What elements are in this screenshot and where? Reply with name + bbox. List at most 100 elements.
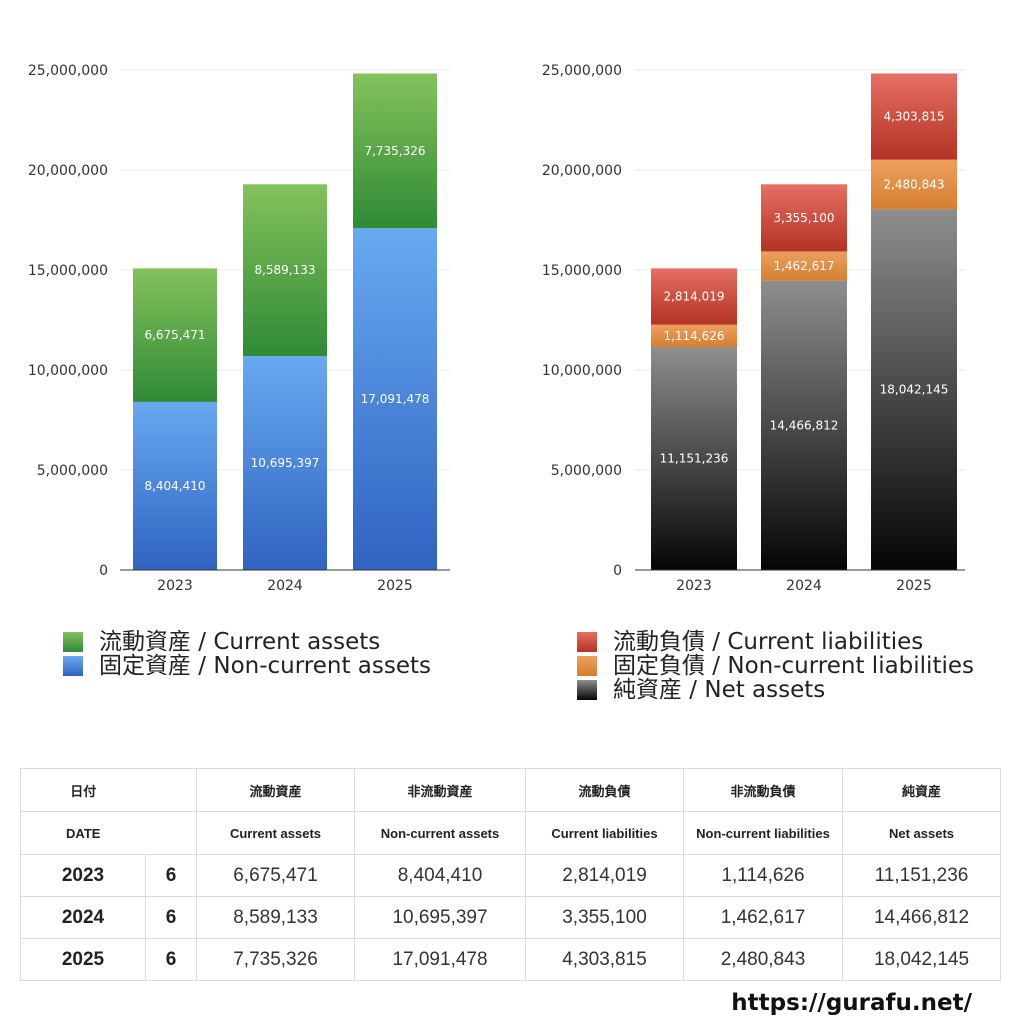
header-date-en: DATE (20, 811, 146, 855)
legend-label: 固定資産 / Non-current assets (99, 653, 432, 679)
cell-current-liabilities: 2,814,019 (525, 854, 684, 897)
header-date-jp: 日付 (20, 768, 146, 812)
header-net-assets-jp: 純資産 (842, 768, 1001, 812)
table-row: 2023 6 6,675,471 8,404,410 2,814,019 1,1… (20, 854, 1001, 897)
data-label: 11,151,236 (660, 451, 729, 465)
x-tick-label: 2025 (377, 578, 413, 594)
header-current-assets-jp: 流動資産 (196, 768, 355, 812)
legend-label: 固定負債 / Non-current liabilities (613, 653, 974, 679)
x-tick-label: 2023 (157, 578, 193, 594)
y-tick-label: 10,000,000 (28, 363, 108, 379)
legend-item-current_liabilities: 流動負債 / Current liabilities (577, 630, 974, 654)
data-label: 1,462,617 (773, 259, 834, 273)
data-label: 4,303,815 (883, 110, 944, 124)
bar-non_current_assets-2023 (133, 401, 217, 570)
charts-canvas: 0 5,000,000 10,000,000 15,000,000 20,000,000… (28, 63, 965, 594)
legend-assets: 流動資産 / Current assets 固定資産 / Non-current … (63, 630, 431, 678)
y-tick-label: 20,000,000 (542, 163, 622, 179)
cell-year: 2025 (20, 938, 146, 981)
cell-non-current-assets: 10,695,397 (354, 896, 526, 939)
legend-label: 流動負債 / Current liabilities (613, 629, 924, 655)
header-current-liabilities-jp: 流動負債 (525, 768, 684, 812)
bar-net_assets-2025 (871, 209, 957, 570)
data-label: 2,814,019 (663, 290, 724, 304)
cell-net-assets: 11,151,236 (842, 854, 1001, 897)
x-tick-label: 2025 (896, 578, 932, 594)
cell-current-assets: 7,735,326 (196, 938, 355, 981)
y-tick-label: 0 (99, 563, 108, 579)
y-tick-label: 15,000,000 (542, 263, 622, 279)
table-row: 2025 6 7,735,326 17,091,478 4,303,815 2,… (20, 938, 1001, 981)
legend-item-non_current_liabilities: 固定負債 / Non-current liabilities (577, 654, 974, 678)
bar-current_liabilities-2023 (651, 268, 737, 325)
cell-non-current-liabilities: 1,114,626 (683, 854, 843, 897)
y-tick-label: 5,000,000 (551, 463, 622, 479)
bar-current_assets-2023 (133, 268, 217, 402)
header-non-current-assets-en: Non-current assets (354, 811, 526, 855)
header-non-current-liabilities-jp: 非流動負債 (683, 768, 843, 812)
legend-liabilities: 流動負債 / Current liabilities 固定負債 / Non-cur… (577, 630, 974, 702)
header-non-current-liabilities-en: Non-current liabilities (683, 811, 843, 855)
cell-non-current-assets: 17,091,478 (354, 938, 526, 981)
data-label: 8,589,133 (254, 263, 315, 277)
cell-current-assets: 8,589,133 (196, 896, 355, 939)
cell-month: 6 (145, 854, 197, 897)
y-tick-label: 25,000,000 (28, 63, 108, 79)
data-label: 6,675,471 (144, 328, 205, 342)
cell-non-current-assets: 8,404,410 (354, 854, 526, 897)
data-label: 10,695,397 (251, 456, 320, 470)
table-row: 2024 6 8,589,133 10,695,397 3,355,100 1,… (20, 896, 1001, 939)
legend-swatch (63, 632, 83, 652)
x-tick-label: 2023 (676, 578, 712, 594)
bar-non_current_liabilities-2025 (871, 159, 957, 210)
cell-current-assets: 6,675,471 (196, 854, 355, 897)
data-label: 3,355,100 (773, 211, 834, 225)
legend-swatch (63, 656, 83, 676)
bar-current_assets-2024 (243, 184, 327, 357)
header-non-current-assets-jp: 非流動資産 (354, 768, 526, 812)
cell-month: 6 (145, 896, 197, 939)
bar-non_current_liabilities-2023 (651, 324, 737, 347)
bar-net_assets-2023 (651, 346, 737, 570)
cell-current-liabilities: 3,355,100 (525, 896, 684, 939)
header-blank (145, 768, 197, 812)
bar-non_current_assets-2025 (353, 228, 437, 570)
legend-swatch (577, 632, 597, 652)
site-url-link[interactable]: https://gurafu.net/ (731, 990, 972, 1016)
data-label: 7,735,326 (364, 144, 425, 158)
chart-liabilities-net-assets: 0 5,000,000 10,000,000 15,000,000 20,000,000… (542, 63, 965, 594)
y-tick-label: 10,000,000 (542, 363, 622, 379)
bar-current_assets-2025 (353, 73, 437, 229)
bar-net_assets-2024 (761, 280, 847, 570)
header-current-assets-en: Current assets (196, 811, 355, 855)
header-net-assets-en: Net assets (842, 811, 1001, 855)
header-blank (145, 811, 197, 855)
cell-non-current-liabilities: 2,480,843 (683, 938, 843, 981)
cell-month: 6 (145, 938, 197, 981)
legend-swatch (577, 656, 597, 676)
legend-swatch (577, 680, 597, 700)
data-label: 18,042,145 (880, 383, 949, 397)
cell-year: 2024 (20, 896, 146, 939)
table-header-row-en: DATE Current assets Non-current assets C… (20, 811, 1001, 855)
data-table: 日付 流動資産 非流動資産 流動負債 非流動負債 純資産 DATE Curren… (20, 768, 1001, 981)
cell-net-assets: 14,466,812 (842, 896, 1001, 939)
legend-label: 純資産 / Net assets (613, 677, 826, 703)
y-tick-label: 5,000,000 (37, 463, 108, 479)
legend-item-non_current_assets: 固定資産 / Non-current assets (63, 654, 431, 678)
bar-non_current_assets-2024 (243, 356, 327, 570)
data-label: 1,114,626 (663, 329, 724, 343)
data-label: 17,091,478 (361, 392, 430, 406)
header-current-liabilities-en: Current liabilities (525, 811, 684, 855)
x-tick-label: 2024 (267, 578, 303, 594)
cell-year: 2023 (20, 854, 146, 897)
y-tick-label: 20,000,000 (28, 163, 108, 179)
cell-current-liabilities: 4,303,815 (525, 938, 684, 981)
legend-item-net_assets: 純資産 / Net assets (577, 678, 974, 702)
bar-current_liabilities-2024 (761, 184, 847, 252)
data-label: 14,466,812 (770, 418, 839, 432)
x-tick-label: 2024 (786, 578, 822, 594)
y-tick-label: 15,000,000 (28, 263, 108, 279)
table-header-row-jp: 日付 流動資産 非流動資産 流動負債 非流動負債 純資産 (20, 768, 1001, 812)
cell-non-current-liabilities: 1,462,617 (683, 896, 843, 939)
